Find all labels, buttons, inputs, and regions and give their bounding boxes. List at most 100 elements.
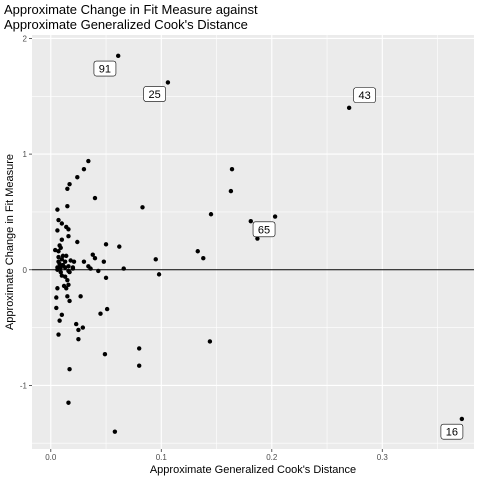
data-point	[88, 266, 93, 271]
y-tick-label: 0	[23, 266, 28, 275]
data-point	[92, 195, 98, 201]
point-label: 43	[353, 87, 376, 103]
data-point	[65, 186, 70, 192]
data-point	[117, 244, 122, 249]
point-label-box	[93, 60, 117, 77]
data-point	[90, 252, 95, 257]
data-point	[103, 242, 109, 247]
data-point	[165, 80, 171, 85]
data-point	[59, 221, 65, 226]
minor-gridlines	[32, 35, 474, 449]
data-point	[65, 203, 70, 209]
data-point	[57, 318, 62, 323]
data-point	[459, 416, 465, 422]
data-point	[140, 205, 145, 210]
data-point	[54, 295, 59, 300]
data-point	[92, 255, 98, 261]
x-axis-title: Approximate Generalized Cook's Distance	[150, 464, 356, 476]
plot-panel	[32, 35, 474, 449]
data-point	[56, 217, 61, 223]
data-point	[70, 266, 76, 271]
data-point	[81, 166, 87, 172]
data-point	[64, 286, 69, 291]
data-point	[64, 253, 69, 259]
data-point	[103, 275, 109, 281]
x-axis-ticks: 0.0 0.1 0.2 0.3	[45, 449, 388, 462]
data-point	[81, 259, 87, 264]
data-point	[54, 305, 59, 311]
data-point	[75, 175, 80, 180]
point-label-text: 65	[258, 224, 270, 236]
data-point	[96, 268, 101, 274]
data-point	[55, 267, 60, 272]
data-point	[59, 273, 65, 278]
data-point	[112, 429, 118, 434]
chart-title-line-2: Approximate Generalized Cook's Distance	[4, 17, 248, 32]
data-point	[56, 254, 61, 260]
data-point	[65, 294, 70, 299]
data-point	[86, 158, 91, 164]
data-point	[56, 249, 61, 254]
point-label: 91	[93, 60, 117, 77]
data-point	[75, 239, 80, 245]
data-point	[136, 346, 142, 351]
data-point	[68, 258, 73, 263]
x-tick-label: 0.3	[377, 453, 389, 462]
data-point	[66, 400, 71, 405]
x-tick-label: 0.1	[156, 453, 168, 462]
data-point	[58, 269, 63, 275]
point-label-box	[440, 423, 464, 440]
data-point	[67, 269, 72, 275]
data-point	[67, 367, 72, 372]
data-point	[121, 266, 126, 271]
y-tick-label: -1	[20, 381, 28, 390]
data-point	[66, 227, 71, 232]
data-point	[66, 234, 71, 239]
point-label: 16	[440, 423, 464, 440]
data-points	[53, 53, 465, 434]
data-point	[55, 228, 60, 233]
chart-title: Approximate Change in Fit Measure agains…	[4, 2, 258, 32]
x-tick-label: 0.0	[45, 453, 57, 462]
data-point	[115, 53, 121, 59]
data-point	[229, 166, 235, 172]
point-label-box	[143, 86, 166, 102]
point-label-text: 25	[149, 89, 161, 101]
data-point	[62, 274, 68, 279]
data-point	[272, 214, 278, 219]
point-label-box	[252, 221, 276, 238]
data-point	[228, 188, 234, 194]
data-point	[80, 325, 86, 330]
data-point	[53, 247, 58, 253]
data-point	[62, 265, 68, 270]
y-axis-title: Approximate Change in Fit Measure	[4, 154, 16, 330]
point-label-box	[353, 87, 376, 103]
data-point	[58, 265, 63, 270]
data-point	[255, 236, 260, 241]
data-point	[57, 261, 62, 267]
data-point	[156, 272, 162, 277]
point-labels: 91 25 43 65 16	[93, 60, 464, 440]
data-point	[60, 253, 66, 259]
data-point	[59, 312, 65, 318]
point-label-text: 91	[99, 64, 111, 76]
data-point	[55, 207, 60, 212]
data-point	[76, 327, 81, 333]
x-tick-label: 0.2	[266, 453, 278, 462]
data-point	[153, 257, 158, 262]
chart-title-line-1: Approximate Change in Fit Measure agains…	[4, 2, 258, 17]
data-point	[59, 237, 65, 242]
data-point	[98, 311, 103, 316]
data-point	[67, 181, 72, 187]
data-point	[248, 218, 253, 224]
data-point	[136, 363, 142, 368]
data-point	[66, 264, 71, 269]
data-point	[55, 286, 60, 291]
data-point	[102, 351, 108, 357]
data-point	[66, 282, 71, 287]
y-axis-ticks: -1 0 1 2	[20, 34, 32, 390]
data-point	[58, 245, 63, 250]
point-label: 65	[252, 221, 276, 238]
data-point	[62, 259, 68, 264]
data-point	[104, 306, 110, 312]
